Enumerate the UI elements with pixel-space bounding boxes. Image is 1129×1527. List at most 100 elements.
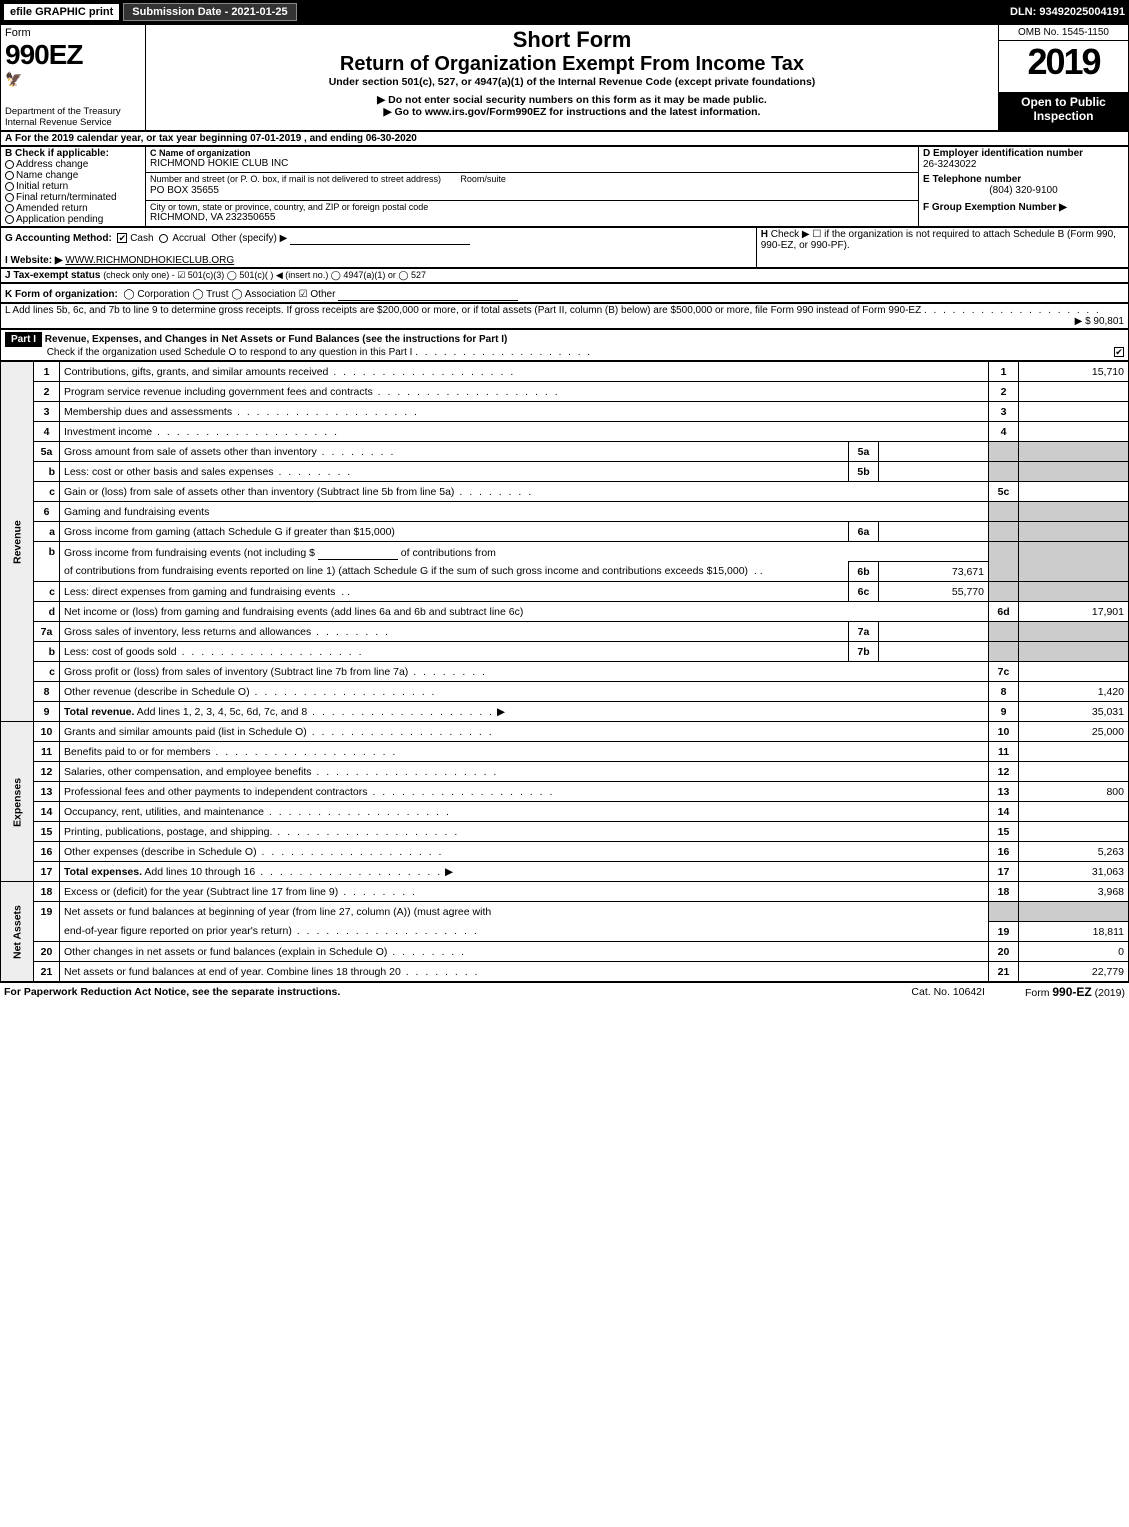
- dept-label: Department of the Treasury: [5, 106, 141, 117]
- part1-label: Part I: [5, 332, 42, 347]
- line-9-num: 9: [34, 702, 60, 722]
- line-8-val: 1,420: [1019, 682, 1129, 702]
- line-4-rn: 4: [989, 422, 1019, 442]
- section-k: K Form of organization: ◯ Corporation ◯ …: [0, 283, 1129, 303]
- check-app-pending[interactable]: Application pending: [5, 214, 141, 225]
- line-6a-num: a: [34, 522, 60, 542]
- line-6c-mn: 6c: [849, 582, 879, 602]
- check-address-change[interactable]: Address change: [5, 159, 141, 170]
- side-label-revenue: Revenue: [1, 362, 34, 722]
- line-16-num: 16: [34, 842, 60, 862]
- line-20-val: 0: [1019, 942, 1129, 962]
- line-6d-num: d: [34, 602, 60, 622]
- blank-cell: [34, 562, 60, 582]
- shaded-cell: [1019, 562, 1129, 582]
- check-final-return[interactable]: Final return/terminated: [5, 192, 141, 203]
- section-h-text: Check ▶ ☐ if the organization is not req…: [761, 229, 1116, 251]
- line-10-rn: 10: [989, 722, 1019, 742]
- section-b-title: B Check if applicable:: [5, 148, 141, 159]
- line-6c-mv: 55,770: [879, 582, 989, 602]
- line-3-desc: Membership dues and assessments: [64, 406, 232, 418]
- tax-exempt-label: J Tax-exempt status: [5, 270, 100, 281]
- short-form-title: Short Form: [150, 27, 994, 53]
- website-label: I Website: ▶: [5, 255, 63, 266]
- part1-table: Revenue 1 Contributions, gifts, grants, …: [0, 361, 1129, 982]
- shaded-cell: [989, 522, 1019, 542]
- blank-cell: [34, 922, 60, 942]
- line-5b-num: b: [34, 462, 60, 482]
- line-1-rn: 1: [989, 362, 1019, 382]
- website-value[interactable]: WWW.RICHMONDHOKIECLUB.ORG: [65, 255, 234, 266]
- tax-year: 2019: [999, 41, 1128, 83]
- line-10-desc: Grants and similar amounts paid (list in…: [64, 726, 307, 738]
- other-label: Other (specify) ▶: [211, 233, 287, 244]
- part1-checkbox[interactable]: [1114, 347, 1124, 357]
- line-17-num: 17: [34, 862, 60, 882]
- top-bar: efile GRAPHIC print Submission Date - 20…: [0, 0, 1129, 24]
- line-13-desc: Professional fees and other payments to …: [64, 786, 368, 798]
- line-6c-desc: Less: direct expenses from gaming and fu…: [64, 586, 335, 598]
- line-21-val: 22,779: [1019, 962, 1129, 982]
- line-5b-desc: Less: cost or other basis and sales expe…: [64, 466, 274, 478]
- shaded-cell: [989, 442, 1019, 462]
- cash-label: Cash: [130, 233, 153, 244]
- line-2-rn: 2: [989, 382, 1019, 402]
- line-13-num: 13: [34, 782, 60, 802]
- line-5a-mv: [879, 442, 989, 462]
- shaded-cell: [989, 622, 1019, 642]
- goto-link[interactable]: ▶ Go to www.irs.gov/Form990EZ for instru…: [150, 106, 994, 118]
- cat-number: Cat. No. 10642I: [911, 986, 985, 998]
- line-21-desc: Net assets or fund balances at end of ye…: [64, 966, 401, 978]
- line-6a-mv: [879, 522, 989, 542]
- line-16-val: 5,263: [1019, 842, 1129, 862]
- city-value: RICHMOND, VA 232350655: [150, 212, 914, 223]
- line-18-desc: Excess or (deficit) for the year (Subtra…: [64, 886, 338, 898]
- line-9-val: 35,031: [1019, 702, 1129, 722]
- form-org-items: ◯ Corporation ◯ Trust ◯ Association ☑ Ot…: [123, 289, 335, 300]
- line-5a-num: 5a: [34, 442, 60, 462]
- line-7a-mn: 7a: [849, 622, 879, 642]
- line-3-num: 3: [34, 402, 60, 422]
- shaded-cell: [989, 542, 1019, 562]
- shaded-cell: [1019, 902, 1129, 922]
- line-5a-mn: 5a: [849, 442, 879, 462]
- line-21-rn: 21: [989, 962, 1019, 982]
- shaded-cell: [989, 642, 1019, 662]
- street-label: Number and street (or P. O. box, if mail…: [150, 174, 441, 184]
- phone-value: (804) 320-9100: [923, 185, 1124, 196]
- tax-exempt-text: (check only one) - ☑ 501(c)(3) ◯ 501(c)(…: [103, 270, 426, 280]
- line-7b-mn: 7b: [849, 642, 879, 662]
- line-12-num: 12: [34, 762, 60, 782]
- ein-label: D Employer identification number: [923, 148, 1124, 159]
- side-label-expenses: Expenses: [1, 722, 34, 882]
- line-20-desc: Other changes in net assets or fund bala…: [64, 946, 387, 958]
- line-12-desc: Salaries, other compensation, and employ…: [64, 766, 311, 778]
- shaded-cell: [1019, 462, 1129, 482]
- line-17-rn: 17: [989, 862, 1019, 882]
- efile-label[interactable]: efile GRAPHIC print: [4, 4, 119, 20]
- part1-header: Part I Revenue, Expenses, and Changes in…: [0, 329, 1129, 361]
- line-6b-num: b: [34, 542, 60, 562]
- line-18-val: 3,968: [1019, 882, 1129, 902]
- section-a-text: For the 2019 calendar year, or tax year …: [15, 133, 417, 144]
- accrual-label: Accrual: [172, 233, 205, 244]
- check-name-change[interactable]: Name change: [5, 170, 141, 181]
- check-amended[interactable]: Amended return: [5, 203, 141, 214]
- line-2-num: 2: [34, 382, 60, 402]
- check-accrual[interactable]: [159, 234, 168, 243]
- line-15-rn: 15: [989, 822, 1019, 842]
- form-org-other-input[interactable]: [338, 285, 518, 301]
- line-7a-desc: Gross sales of inventory, less returns a…: [64, 626, 311, 638]
- check-initial-return[interactable]: Initial return: [5, 181, 141, 192]
- check-cash[interactable]: [117, 233, 127, 243]
- line-7a-num: 7a: [34, 622, 60, 642]
- section-l-amount: ▶ $ 90,801: [1075, 316, 1124, 327]
- room-label: Room/suite: [460, 174, 506, 184]
- line-7c-val: [1019, 662, 1129, 682]
- org-name-label: C Name of organization: [150, 148, 914, 158]
- line-6b-mv: 73,671: [879, 562, 989, 582]
- line-6b-input[interactable]: [318, 544, 398, 560]
- form-number: 990EZ: [5, 39, 141, 71]
- other-specify-input[interactable]: [290, 229, 470, 245]
- section-g-h: G Accounting Method: Cash Accrual Other …: [0, 227, 1129, 268]
